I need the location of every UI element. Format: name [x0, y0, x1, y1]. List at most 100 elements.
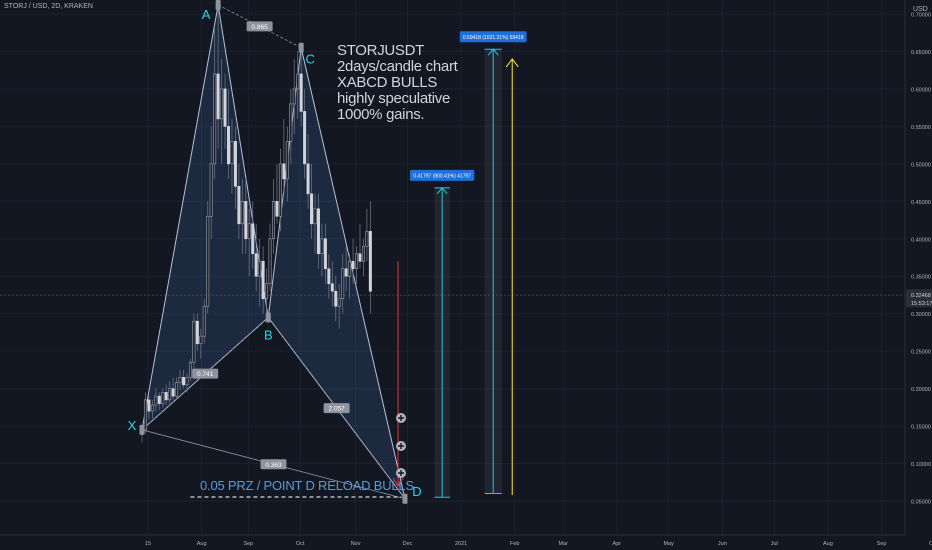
candle-body: [337, 298, 341, 307]
candle-body: [206, 215, 210, 307]
candle-body: [150, 404, 154, 412]
candle-body: [178, 377, 182, 383]
candle-body: [320, 238, 324, 255]
time-tick-label: 15: [145, 541, 151, 547]
time-tick-label: Apr: [613, 541, 622, 547]
candle-body: [348, 260, 352, 277]
time-tick-label: Sep: [877, 541, 887, 547]
candle-body: [285, 141, 289, 180]
candle-body: [202, 305, 206, 337]
target-boxes: 0.41797 (800.41%) 41797 0.59418 (1021.21%…: [190, 31, 527, 498]
plus-icon: [398, 470, 404, 476]
time-tick-label: May: [664, 541, 675, 547]
annotation-text: STORJUSDT 2days/candle chart XABCD BULLS…: [337, 43, 458, 123]
point-letter-a: A: [202, 7, 211, 22]
candle-body: [368, 230, 372, 292]
candle-body: [209, 163, 213, 217]
ratio-badge: [260, 459, 287, 470]
candle-body: [244, 201, 248, 240]
time-tick-label: Aug: [823, 541, 833, 547]
last-price-badge: [906, 289, 932, 308]
candle-body: [261, 260, 265, 300]
point-letter-c: C: [305, 52, 314, 67]
candle-body: [175, 382, 179, 397]
candle-body: [289, 103, 293, 142]
candle-body: [334, 290, 338, 307]
candle-body: [271, 201, 275, 240]
price-axis-bg: [905, 0, 932, 550]
candle-body: [278, 163, 282, 217]
candle-body: [182, 377, 186, 386]
candle-body: [313, 208, 317, 225]
target-arrow-head: [487, 48, 499, 56]
plus-icon: [398, 443, 404, 449]
time-axis-bg: [0, 535, 905, 550]
candle-body: [192, 320, 196, 363]
ratio-label: 0.865: [251, 24, 268, 31]
target-badge: [409, 169, 475, 181]
time-tick-label: Oct: [296, 541, 305, 547]
candle-body: [265, 283, 269, 300]
xabcd-pattern: [141, 4, 406, 500]
candle-body: [310, 193, 314, 225]
candle-body: [220, 88, 224, 120]
price-tick-label: 0.65000: [911, 50, 931, 56]
time-tick-label: Oct: [929, 541, 932, 547]
price-tick-label: 0.10000: [911, 462, 931, 468]
prz-label: 0.05 PRZ / POINT D RELOAD BULLS: [200, 478, 414, 493]
time-tick-label: Dec: [403, 541, 413, 547]
candles: [140, 5, 372, 443]
candle-body: [344, 268, 348, 277]
candle-body: [351, 260, 355, 270]
candle-body: [147, 399, 151, 412]
candle-body: [254, 253, 258, 277]
candle-body: [157, 395, 161, 404]
candle-body: [282, 163, 286, 180]
candle-body: [161, 392, 165, 404]
annotation-line: 1000% gains.: [337, 106, 425, 123]
annotation-line: highly speculative: [337, 90, 451, 107]
ratio-label: 0.363: [265, 462, 282, 469]
annotation-line: STORJUSDT: [337, 42, 425, 59]
point-marker: [298, 42, 304, 53]
candle-body: [171, 388, 175, 397]
price-tick-label: 0.70000: [911, 13, 931, 19]
candle-body: [227, 126, 231, 165]
price-tick-label: 0.15000: [911, 425, 931, 431]
price-tick-label: 0.45000: [911, 200, 931, 206]
candle-body: [216, 73, 220, 120]
candle-body: [296, 73, 300, 90]
price-tick-label: 0.20000: [911, 387, 931, 393]
point-marker: [265, 312, 271, 323]
annotation-line: 2days/candle chart: [337, 58, 458, 75]
price-tick-label: 0.50000: [911, 162, 931, 168]
price-tick-label: 0.40000: [911, 237, 931, 243]
candle-body: [154, 395, 158, 406]
time-tick-label: 2021: [455, 541, 467, 547]
candle-body: [330, 283, 334, 292]
candle-body: [237, 186, 241, 225]
time-tick-label: Feb: [510, 541, 519, 547]
point-letter-x: X: [128, 418, 137, 433]
ratio-badge: [246, 21, 273, 32]
price-tick-label: 0.55000: [911, 125, 931, 131]
pattern-labels: 0.865 0.741 2.057 0.363 X A B C D: [128, 0, 422, 504]
target-badge-label: 0.59418 (1021.21%) 59418: [463, 35, 524, 41]
price-tick-label: 0.60000: [911, 87, 931, 93]
ratio-badge: [323, 403, 350, 414]
point-letter-d: D: [412, 484, 421, 499]
target-arrow-head: [436, 187, 448, 195]
candle-body: [275, 201, 279, 217]
time-tick-label: Nov: [351, 541, 361, 547]
yellow-arrow-head: [505, 58, 519, 68]
candle-body: [341, 268, 345, 300]
candle-body: [230, 141, 234, 165]
candle-body: [306, 163, 310, 195]
time-tick-label: Jul: [771, 541, 778, 547]
price-tick-label: 0.05000: [911, 500, 931, 506]
candle-body: [185, 377, 189, 386]
candle-body: [223, 88, 227, 127]
candle-body: [188, 362, 192, 378]
